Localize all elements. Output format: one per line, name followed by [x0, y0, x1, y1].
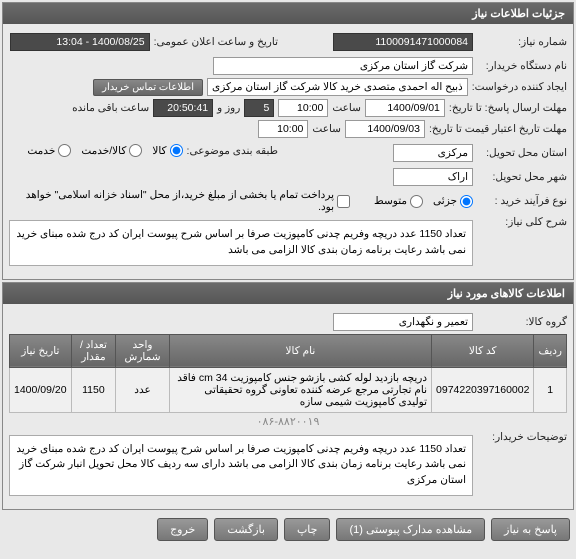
purchase-type-group: جزئی متوسط	[374, 195, 473, 208]
city-label: شهر محل تحویل:	[477, 171, 567, 183]
col-qty: تعداد / مقدار	[71, 334, 116, 367]
radio-mid-input[interactable]	[410, 195, 423, 208]
items-table: ردیف کد کالا نام کالا واحد شمارش تعداد /…	[9, 334, 567, 413]
table-header-row: ردیف کد کالا نام کالا واحد شمارش تعداد /…	[10, 334, 567, 367]
radio-service[interactable]: خدمت	[27, 144, 71, 157]
cell-code: 0974220397160002	[432, 367, 534, 412]
buyer-label: نام دستگاه خریدار:	[477, 60, 567, 72]
radio-goods-input[interactable]	[170, 144, 183, 157]
request-no-value: 1100091471000084	[333, 33, 473, 51]
datetime-label: تاریخ و ساعت اعلان عمومی:	[154, 36, 278, 48]
cell-unit: عدد	[116, 367, 170, 412]
purchase-type-label: نوع فرآیند خرید :	[477, 195, 567, 207]
remaining-value: 20:50:41	[153, 99, 213, 117]
summary-label: شرح کلی نیاز:	[477, 216, 567, 228]
city-value: اراک	[393, 168, 473, 186]
deadline-label: مهلت ارسال پاسخ: تا تاریخ:	[449, 102, 567, 114]
creator-label: ایجاد کننده درخواست:	[472, 81, 567, 93]
validity-label: مهلت تاریخ اعتبار قیمت تا تاریخ:	[429, 123, 567, 135]
day-label: روز و	[217, 102, 240, 114]
summary-value: تعداد 1150 عدد دریچه وفریم چدنی کامپوزیت…	[9, 220, 473, 266]
topic-radio-group: کالا کالا/خدمت خدمت	[27, 144, 182, 157]
deadline-time: 10:00	[278, 99, 328, 117]
desc-label: توضیحات خریدار:	[477, 431, 567, 443]
request-no-label: شماره نیاز:	[477, 36, 567, 48]
reply-button[interactable]: پاسخ به نیاز	[491, 518, 570, 541]
creator-value: ذبیح اله احمدی متصدی خرید کالا شرکت گاز …	[207, 78, 468, 96]
validity-date: 1400/09/03	[345, 120, 425, 138]
col-date: تاریخ نیاز	[10, 334, 72, 367]
group-label: گروه کالا:	[477, 316, 567, 328]
col-idx: ردیف	[534, 334, 567, 367]
radio-mid[interactable]: متوسط	[374, 195, 423, 208]
radio-goods-service-input[interactable]	[129, 144, 142, 157]
desc-value: تعداد 1150 عدد دریچه وفریم چدنی کامپوزیت…	[9, 435, 473, 496]
col-name: نام کالا	[169, 334, 431, 367]
contact-info-button[interactable]: اطلاعات تماس خریدار	[93, 79, 203, 96]
remaining-label: ساعت باقی مانده	[72, 102, 149, 114]
time-label-1: ساعت	[332, 102, 361, 114]
radio-goods-service[interactable]: کالا/خدمت	[81, 144, 142, 157]
payment-checkbox-input[interactable]	[337, 195, 350, 208]
back-button[interactable]: بازگشت	[214, 518, 278, 541]
radio-low-input[interactable]	[460, 195, 473, 208]
deadline-date: 1400/09/01	[365, 99, 445, 117]
attachments-button[interactable]: مشاهده مدارک پیوستی (1)	[336, 518, 485, 541]
cell-date: 1400/09/20	[10, 367, 72, 412]
col-unit: واحد شمارش	[116, 334, 170, 367]
days-value: 5	[244, 99, 274, 117]
province-value: مرکزی	[393, 144, 473, 162]
payment-note: پرداخت تمام یا بخشی از مبلغ خرید،از محل …	[9, 189, 334, 213]
phone-partial: ۰۸۶-۸۸۲۰۰۱۹	[9, 415, 567, 428]
panel2-header: اطلاعات کالاهای مورد نیاز	[3, 283, 573, 304]
validity-time: 10:00	[258, 120, 308, 138]
panel1-header: جزئیات اطلاعات نیاز	[3, 3, 573, 24]
group-value: تعمیر و نگهداری	[333, 313, 473, 331]
radio-service-input[interactable]	[58, 144, 71, 157]
time-label-2: ساعت	[312, 123, 341, 135]
panel2-body: گروه کالا: تعمیر و نگهداری ردیف کد کالا …	[3, 304, 573, 509]
items-panel: اطلاعات کالاهای مورد نیاز گروه کالا: تعم…	[2, 282, 574, 510]
cell-qty: 1150	[71, 367, 116, 412]
panel1-body: شماره نیاز: 1100091471000084 تاریخ و ساع…	[3, 24, 573, 279]
datetime-value: 1400/08/25 - 13:04	[10, 33, 150, 51]
table-row[interactable]: 1 0974220397160002 دریچه بازدید لوله کشی…	[10, 367, 567, 412]
radio-goods[interactable]: کالا	[152, 144, 182, 157]
cell-name: دریچه بازدید لوله کشی بازشو جنس کامپوزیت…	[169, 367, 431, 412]
payment-checkbox[interactable]: پرداخت تمام یا بخشی از مبلغ خرید،از محل …	[9, 189, 350, 213]
cell-idx: 1	[534, 367, 567, 412]
details-panel: جزئیات اطلاعات نیاز شماره نیاز: 11000914…	[2, 2, 574, 280]
buyer-value: شرکت گاز استان مرکزی	[213, 57, 473, 75]
col-code: کد کالا	[432, 334, 534, 367]
topic-label: طبقه بندی موضوعی:	[187, 145, 278, 157]
exit-button[interactable]: خروج	[157, 518, 208, 541]
print-button[interactable]: چاپ	[284, 518, 331, 541]
bottom-buttons: پاسخ به نیاز مشاهده مدارک پیوستی (1) چاپ…	[0, 512, 576, 547]
radio-low[interactable]: جزئی	[433, 195, 473, 208]
province-label: استان محل تحویل:	[477, 147, 567, 159]
